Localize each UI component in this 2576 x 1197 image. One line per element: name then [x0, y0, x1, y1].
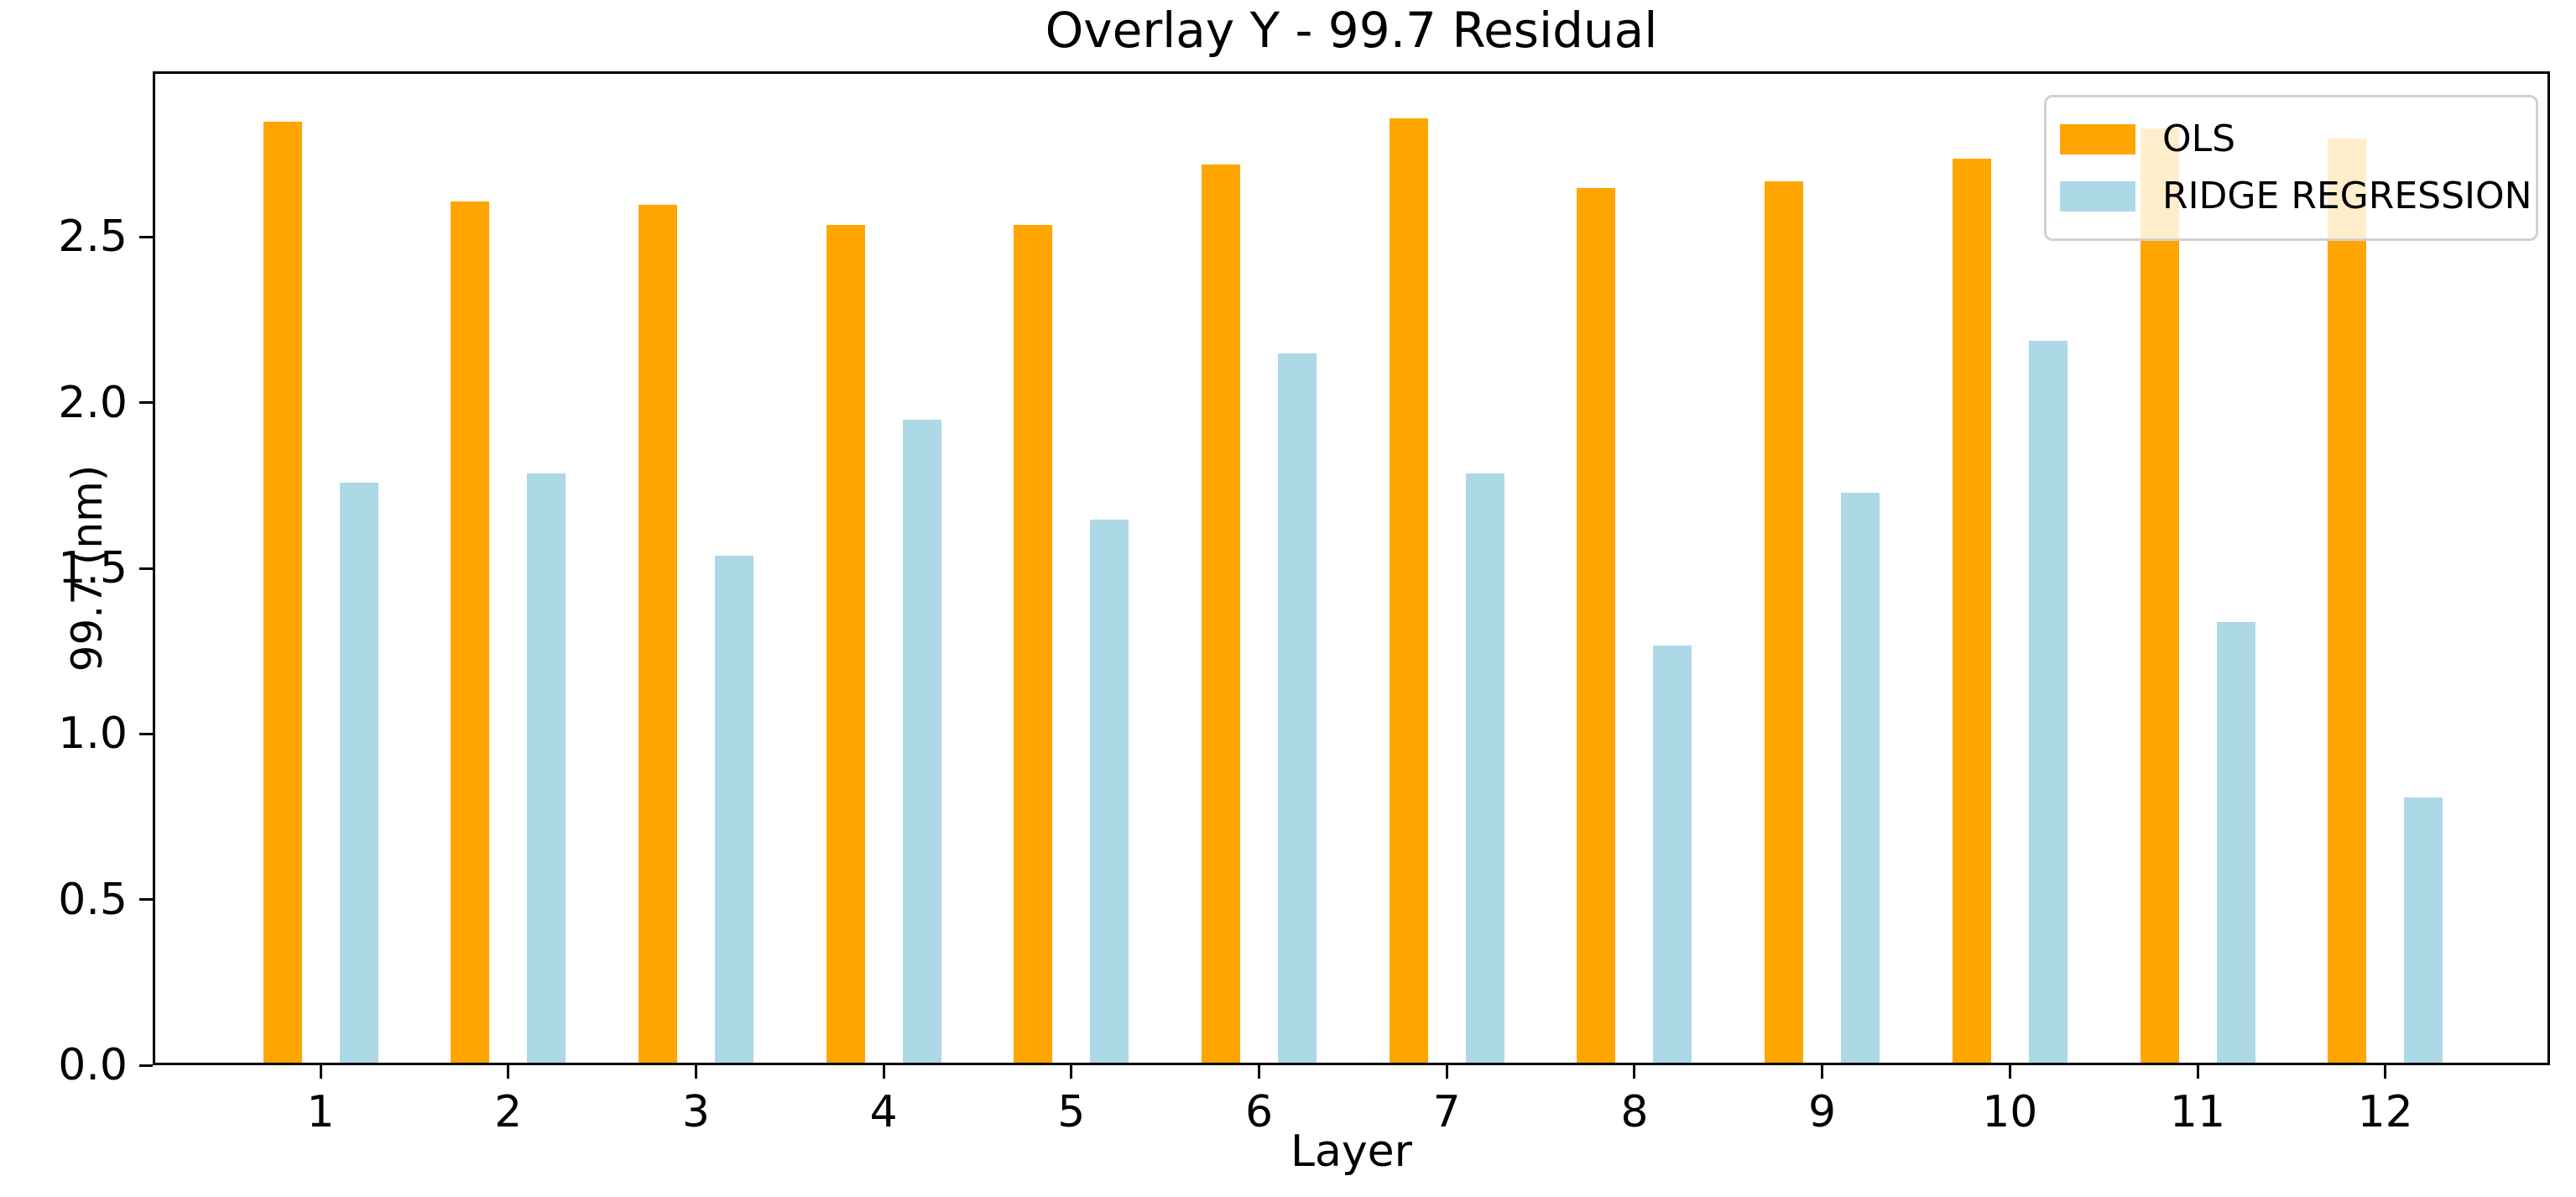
y-tick-mark-1.5 [139, 567, 153, 570]
y-tick-label-2.0: 2.0 [58, 377, 128, 428]
bar-ridge-regression-layer-11 [2216, 622, 2255, 1063]
x-tick-label-12: 12 [2357, 1087, 2413, 1137]
legend-item-ols: OLS [2047, 118, 2536, 160]
bar-ridge-regression-layer-8 [1653, 645, 1692, 1063]
bar-ols-layer-3 [638, 204, 677, 1063]
x-tick-label-7: 7 [1432, 1087, 1461, 1137]
bar-ols-layer-12 [2328, 138, 2367, 1063]
bar-ols-layer-4 [826, 224, 865, 1063]
legend-swatch-ridge-regression [2060, 181, 2135, 212]
bar-ols-layer-11 [2140, 128, 2179, 1063]
plot-area: OLS RIDGE REGRESSION [153, 71, 2550, 1065]
bar-ridge-regression-layer-6 [1278, 353, 1317, 1063]
x-tick-label-2: 2 [494, 1087, 523, 1137]
x-tick-mark-10 [2008, 1065, 2011, 1079]
legend-label-ridge-regression: RIDGE REGRESSION [2162, 175, 2532, 218]
bar-ridge-regression-layer-12 [2404, 797, 2443, 1063]
bar-ridge-regression-layer-7 [1465, 473, 1504, 1063]
chart-title: Overlay Y - 99.7 Residual [1045, 2, 1658, 59]
legend-label-ols: OLS [2162, 117, 2236, 160]
x-tick-label-5: 5 [1057, 1087, 1086, 1137]
bar-ridge-regression-layer-5 [1090, 519, 1129, 1063]
bar-ridge-regression-layer-4 [902, 420, 941, 1063]
x-tick-mark-5 [1070, 1065, 1073, 1079]
x-tick-label-4: 4 [869, 1087, 898, 1137]
bar-ols-layer-8 [1577, 188, 1616, 1063]
x-tick-mark-6 [1258, 1065, 1260, 1079]
x-tick-mark-8 [1633, 1065, 1636, 1079]
y-tick-mark-0.0 [139, 1064, 153, 1067]
y-tick-mark-2.0 [139, 401, 153, 405]
y-tick-label-1.5: 1.5 [58, 543, 128, 593]
x-axis-label: Layer [1291, 1126, 1412, 1177]
legend-item-ridge-regression: RIDGE REGRESSION [2047, 175, 2536, 217]
legend-swatch-ols [2060, 123, 2135, 154]
bar-ols-layer-1 [263, 122, 302, 1063]
bar-ols-layer-5 [1014, 224, 1053, 1063]
bar-ridge-regression-layer-3 [714, 556, 754, 1063]
bar-ridge-regression-layer-1 [339, 483, 378, 1063]
bar-ridge-regression-layer-10 [2028, 340, 2068, 1063]
bar-ols-layer-7 [1389, 118, 1428, 1063]
y-tick-label-2.5: 2.5 [58, 212, 128, 263]
bar-ridge-regression-layer-9 [1841, 493, 1880, 1063]
x-tick-mark-4 [882, 1065, 885, 1079]
x-tick-label-3: 3 [681, 1087, 710, 1137]
x-tick-mark-12 [2384, 1065, 2387, 1079]
x-tick-mark-11 [2196, 1065, 2199, 1079]
x-tick-label-1: 1 [306, 1087, 335, 1137]
x-tick-label-6: 6 [1244, 1087, 1274, 1137]
y-tick-mark-2.5 [139, 235, 153, 238]
x-tick-mark-1 [319, 1065, 322, 1079]
legend: OLS RIDGE REGRESSION [2044, 95, 2538, 241]
x-tick-label-10: 10 [1982, 1087, 2038, 1137]
bar-ols-layer-9 [1765, 181, 1804, 1063]
bar-ols-layer-6 [1202, 165, 1240, 1063]
bar-ols-layer-2 [451, 201, 490, 1063]
y-tick-label-0.5: 0.5 [58, 874, 128, 925]
y-tick-label-1.0: 1.0 [58, 708, 128, 760]
x-tick-mark-9 [1821, 1065, 1824, 1079]
bar-ridge-regression-layer-2 [527, 473, 566, 1063]
y-tick-label-0.0: 0.0 [58, 1040, 128, 1090]
x-tick-mark-7 [1445, 1065, 1448, 1079]
x-tick-mark-2 [507, 1065, 510, 1079]
x-tick-mark-3 [694, 1065, 697, 1079]
y-tick-mark-1.0 [139, 732, 153, 735]
bar-ols-layer-10 [1952, 158, 1991, 1063]
x-tick-label-8: 8 [1620, 1087, 1649, 1137]
x-tick-label-9: 9 [1808, 1087, 1837, 1137]
x-tick-label-11: 11 [2169, 1087, 2226, 1137]
y-tick-mark-0.5 [139, 898, 153, 902]
